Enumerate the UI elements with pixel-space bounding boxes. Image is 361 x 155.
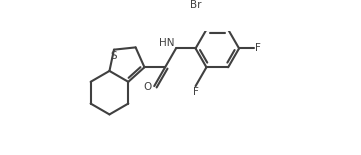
Text: O: O [143,82,151,92]
Text: F: F [255,43,261,53]
Text: S: S [111,51,117,61]
Text: HN: HN [159,38,174,48]
Text: Br: Br [190,0,201,10]
Text: F: F [193,87,199,97]
